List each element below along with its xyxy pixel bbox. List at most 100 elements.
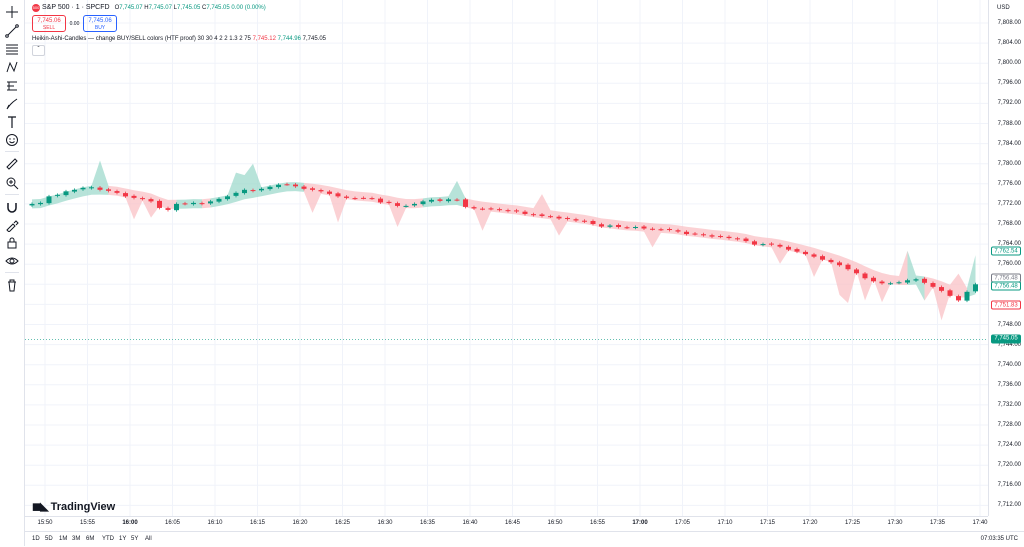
price-tick-label: 7,788.00 <box>997 120 1021 127</box>
price-tag: 7,745.05 <box>991 334 1021 344</box>
candle-bear <box>539 214 545 216</box>
time-tick-label: 16:45 <box>504 520 521 526</box>
cloud-band-bull <box>423 197 432 208</box>
cloud-band-bear <box>491 202 500 213</box>
emoji-icon[interactable] <box>4 132 20 148</box>
cloud-band-bear <box>627 221 636 231</box>
cloud-band-bear <box>763 237 772 248</box>
candle-bear <box>777 244 783 247</box>
candle-bear <box>488 208 494 210</box>
range-button-1d[interactable]: 1D <box>32 536 40 542</box>
range-button-all[interactable]: All <box>145 536 152 542</box>
price-tick-label: 7,740.00 <box>997 361 1021 368</box>
candle-bear <box>947 290 953 296</box>
candle-bear <box>641 226 647 229</box>
utc-clock[interactable]: 07:03:35 UTC <box>980 536 1018 542</box>
chart-pane[interactable] <box>25 0 988 516</box>
sell-button[interactable]: 7,745.06 SELL <box>32 15 66 32</box>
buy-button[interactable]: 7,745.06 BUY <box>83 15 117 32</box>
candle-bear <box>318 190 324 192</box>
candle-bull <box>191 202 196 205</box>
symbol-logo-icon: 500 <box>32 4 40 12</box>
candle-bear <box>514 210 519 212</box>
lock-icon[interactable] <box>4 235 20 251</box>
candle-bull <box>233 192 239 196</box>
candle-bull <box>429 199 434 202</box>
indicator-legend[interactable]: Heikin-Ashi-Candles — change BUY/SELL co… <box>32 36 326 42</box>
candle-bear <box>862 273 868 279</box>
time-tick-label: 17:15 <box>759 520 776 526</box>
candle-bull <box>242 189 247 194</box>
cloud-band-bear <box>559 211 568 236</box>
indicator-value: 7,745.05 <box>302 36 326 42</box>
candle-bear <box>301 186 307 189</box>
collapse-indicators-button[interactable]: ˇ <box>32 45 45 56</box>
candle-bear <box>327 191 332 194</box>
cloud-band-bear <box>882 273 891 303</box>
crosshair-icon[interactable] <box>4 4 20 20</box>
price-chart[interactable] <box>25 0 988 516</box>
price-tick-label: 7,716.00 <box>997 482 1021 489</box>
range-button-5d[interactable]: 5D <box>45 536 53 542</box>
brush-icon[interactable] <box>4 96 20 112</box>
currency-label[interactable]: USD <box>997 5 1010 11</box>
magnet-icon[interactable] <box>4 199 20 215</box>
cloud-band-bear <box>389 195 398 227</box>
time-tick-label: 17:10 <box>717 520 733 526</box>
time-axis[interactable]: 15:50 15:55 16:00 16:05 16:10 16:15 16:20 16:25… <box>25 516 988 531</box>
trash-icon[interactable] <box>4 277 20 293</box>
range-button-6m[interactable]: 6M <box>86 536 95 542</box>
indicator-value: 7,744.96 <box>277 36 301 42</box>
candle-bear <box>820 256 825 260</box>
cloud-band-bull <box>193 199 202 209</box>
candle-bull <box>276 184 281 188</box>
price-tick-label: 7,796.00 <box>997 80 1021 87</box>
price-tag: 7,751.83 <box>991 300 1021 310</box>
range-button-1m[interactable]: 1M <box>59 536 68 542</box>
candle-bull <box>633 227 638 229</box>
candle-bear <box>845 264 851 270</box>
trend-line-icon[interactable] <box>4 23 20 39</box>
candle-bear <box>837 262 842 266</box>
candle-bear <box>165 208 171 210</box>
time-tick-label: 16:15 <box>249 520 266 526</box>
candle-bear <box>531 214 536 216</box>
tradingview-logo[interactable]: ◼◣ TradingView <box>32 500 116 514</box>
candle-bear <box>684 231 689 235</box>
range-button-5y[interactable]: 5Y <box>131 536 139 542</box>
fib-icon[interactable] <box>4 41 20 57</box>
candle-bear <box>182 203 188 205</box>
price-tag: 7,756.48 <box>991 281 1021 291</box>
cloud-band-bear <box>771 238 780 264</box>
range-button-3m[interactable]: 3M <box>72 536 81 542</box>
eye-icon[interactable] <box>4 253 20 269</box>
candle-bear <box>335 193 341 197</box>
forecast-icon[interactable] <box>4 78 20 94</box>
pattern-icon[interactable] <box>4 59 20 75</box>
price-axis[interactable]: USD 7,808.00 7,804.00 7,800.00 7,796.00 7,79… <box>988 0 1024 516</box>
cloud-band-bear <box>482 201 491 231</box>
trade-panel: 7,745.06 SELL 0.00 7,745.06 BUY <box>32 15 117 32</box>
symbol-title[interactable]: S&P 500 · 1 · SPCFD <box>42 4 110 11</box>
candle-bull <box>267 186 273 190</box>
cloud-band-bull <box>440 196 449 207</box>
text-icon[interactable] <box>4 114 20 130</box>
range-button-1y[interactable]: 1Y <box>119 536 127 542</box>
price-tick-label: 7,720.00 <box>997 462 1021 469</box>
symbol-legend[interactable]: 500 S&P 500 · 1 · SPCFD O7,745.07 H7,745.0… <box>32 4 266 13</box>
lock-drawing-icon[interactable] <box>4 217 20 233</box>
ruler-icon[interactable] <box>4 156 20 172</box>
price-tag: 7,762.54 <box>991 246 1021 256</box>
range-button-ytd[interactable]: YTD <box>102 536 114 542</box>
price-tick-label: 7,732.00 <box>997 401 1021 408</box>
time-tick-label: 15:50 <box>37 520 53 526</box>
indicator-name[interactable]: Heikin-Ashi-Candles — change BUY/SELL co… <box>32 36 196 42</box>
candle-bear <box>284 184 290 186</box>
candle-bear <box>786 246 791 250</box>
candle-bear <box>922 278 927 283</box>
candle-bear <box>395 203 400 206</box>
candle-bear <box>828 259 834 263</box>
cloud-band-bear <box>873 269 882 303</box>
price-tick-label: 7,804.00 <box>997 40 1021 47</box>
zoom-icon[interactable] <box>4 175 20 191</box>
